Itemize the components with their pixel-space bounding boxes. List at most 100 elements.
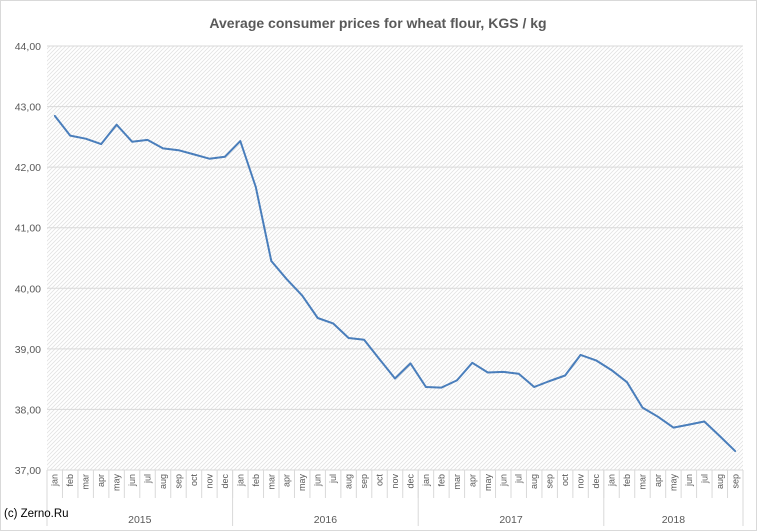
data-point bbox=[270, 260, 273, 262]
x-tick-label: apr bbox=[96, 474, 106, 487]
x-tick-label: nov bbox=[390, 474, 400, 489]
data-point bbox=[719, 435, 721, 437]
year-label: 2018 bbox=[662, 514, 686, 526]
x-tick-label: aug bbox=[715, 474, 725, 489]
x-tick-label: jul bbox=[699, 474, 709, 484]
data-point bbox=[177, 149, 180, 151]
y-tick-label: 42,00 bbox=[15, 162, 41, 174]
data-point bbox=[69, 134, 71, 137]
x-tick-label: aug bbox=[529, 474, 539, 489]
data-point bbox=[533, 386, 535, 388]
x-tick-label: jun bbox=[313, 474, 323, 487]
y-tick-label: 43,00 bbox=[15, 102, 41, 114]
year-label: 2015 bbox=[128, 514, 152, 526]
data-point bbox=[564, 374, 566, 377]
x-tick-label: nov bbox=[204, 474, 214, 489]
x-tick-label: mar bbox=[266, 474, 276, 490]
data-point bbox=[208, 157, 211, 160]
x-tick-label: feb bbox=[65, 474, 75, 487]
year-label: 2017 bbox=[499, 514, 523, 526]
year-label: 2016 bbox=[314, 514, 338, 526]
y-tick-label: 40,00 bbox=[15, 283, 41, 295]
x-tick-label: sep bbox=[173, 474, 183, 489]
copyright-text: (c) Zerno.Ru bbox=[4, 508, 69, 520]
y-tick-label: 39,00 bbox=[15, 344, 41, 356]
data-point bbox=[487, 371, 489, 374]
x-axis: jan feb mar apr may jun jul aug sep oct nov dec jan f… bbox=[46, 469, 744, 526]
x-tick-label: may bbox=[112, 474, 122, 492]
x-tick-label: may bbox=[668, 474, 678, 492]
x-tick-label: jan bbox=[235, 474, 245, 487]
plot-area bbox=[47, 46, 743, 470]
x-tick-label: feb bbox=[622, 474, 632, 487]
y-tick-label: 38,00 bbox=[15, 404, 41, 416]
data-point bbox=[657, 415, 659, 418]
x-tick-label: jan bbox=[607, 474, 617, 487]
x-tick-label: may bbox=[297, 474, 307, 492]
x-tick-label: feb bbox=[436, 474, 446, 487]
data-point bbox=[610, 369, 613, 371]
data-point bbox=[672, 426, 675, 429]
data-point bbox=[84, 137, 87, 140]
data-point bbox=[517, 372, 520, 375]
x-tick-label: may bbox=[483, 474, 493, 492]
data-point bbox=[363, 338, 365, 341]
data-point bbox=[285, 278, 288, 281]
y-axis: 37,00 38,00 39,00 40,00 41,00 42,00 43,00 44,00 bbox=[15, 41, 41, 477]
data-point bbox=[409, 362, 412, 365]
x-tick-label: oct bbox=[375, 474, 385, 487]
x-tick-label: oct bbox=[189, 474, 199, 487]
data-point bbox=[131, 140, 133, 143]
data-point bbox=[440, 386, 443, 389]
chart-title: Average consumer prices for wheat flour,… bbox=[209, 15, 546, 31]
data-point bbox=[688, 423, 690, 426]
data-point bbox=[595, 359, 597, 362]
data-point bbox=[425, 386, 427, 388]
data-point bbox=[193, 153, 195, 156]
x-tick-label: oct bbox=[560, 474, 570, 487]
data-point bbox=[239, 140, 242, 142]
data-point bbox=[548, 380, 551, 382]
x-tick-label: feb bbox=[251, 474, 261, 487]
x-tick-label: dec bbox=[220, 474, 230, 489]
data-point bbox=[378, 358, 381, 360]
data-point bbox=[456, 379, 458, 382]
x-tick-label: apr bbox=[282, 474, 292, 487]
x-tick-label: mar bbox=[452, 474, 462, 490]
x-tick-label: jul bbox=[328, 474, 338, 484]
x-tick-label: aug bbox=[158, 474, 168, 489]
x-tick-label: apr bbox=[653, 474, 663, 487]
x-tick-label: sep bbox=[545, 474, 555, 489]
x-tick-label: apr bbox=[467, 474, 477, 487]
x-tick-label: jan bbox=[50, 474, 60, 487]
series bbox=[53, 114, 737, 453]
data-point bbox=[100, 143, 102, 145]
data-point bbox=[641, 406, 644, 409]
x-tick-label: jun bbox=[684, 474, 694, 487]
x-tick-label: sep bbox=[730, 474, 740, 489]
data-point bbox=[162, 147, 164, 150]
x-tick-label: dec bbox=[405, 474, 415, 489]
y-tick-label: 37,00 bbox=[15, 465, 41, 477]
data-point bbox=[115, 123, 118, 126]
data-point bbox=[502, 371, 505, 373]
data-point bbox=[53, 114, 56, 117]
x-tick-label: jul bbox=[143, 474, 153, 484]
x-tick-label: sep bbox=[359, 474, 369, 489]
x-tick-label: jan bbox=[421, 474, 431, 487]
data-point bbox=[579, 354, 582, 356]
data-point bbox=[394, 377, 396, 380]
x-tick-label: jul bbox=[514, 474, 524, 484]
x-tick-label: dec bbox=[591, 474, 601, 489]
data-point bbox=[734, 450, 737, 453]
data-point bbox=[626, 381, 628, 383]
data-point bbox=[146, 139, 149, 141]
y-tick-label: 41,00 bbox=[15, 223, 41, 235]
x-tick-label: mar bbox=[637, 474, 647, 490]
data-point bbox=[703, 420, 706, 423]
x-tick-label: jun bbox=[498, 474, 508, 487]
x-tick-label: jun bbox=[127, 474, 137, 487]
data-point bbox=[255, 186, 257, 188]
data-point bbox=[224, 156, 226, 158]
